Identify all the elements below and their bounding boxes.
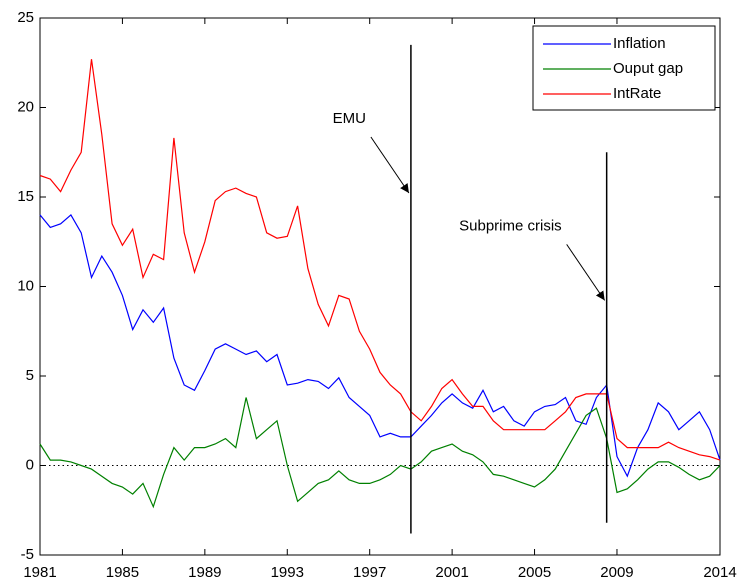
legend-label: Inflation bbox=[613, 35, 666, 52]
legend-box bbox=[532, 25, 716, 111]
x-tick-label: 2001 bbox=[435, 564, 468, 581]
x-tick-label: 2009 bbox=[600, 564, 633, 581]
x-tick-label: 1989 bbox=[188, 564, 221, 581]
annotation-arrow bbox=[370, 136, 410, 194]
legend-label: IntRate bbox=[613, 85, 661, 102]
legend-label: Ouput gap bbox=[613, 60, 683, 77]
x-tick-label: 1985 bbox=[106, 564, 139, 581]
x-tick-label: 1981 bbox=[23, 564, 56, 581]
x-tick-label: 1997 bbox=[353, 564, 386, 581]
annotation: Subprime crisis bbox=[459, 217, 562, 234]
x-tick-label: 1993 bbox=[271, 564, 304, 581]
y-tick-label: 0 bbox=[26, 456, 34, 473]
y-tick-label: 5 bbox=[26, 367, 34, 384]
y-tick-label: 10 bbox=[17, 277, 34, 294]
x-tick-label: 2005 bbox=[518, 564, 551, 581]
annotation: EMU bbox=[333, 110, 366, 127]
y-tick-label: 20 bbox=[17, 98, 34, 115]
y-tick-label: -5 bbox=[21, 546, 34, 563]
y-tick-label: 25 bbox=[17, 9, 34, 26]
x-tick-label: 2014 bbox=[703, 564, 736, 581]
y-tick-label: 15 bbox=[17, 188, 34, 205]
annotation-arrow bbox=[566, 244, 606, 301]
